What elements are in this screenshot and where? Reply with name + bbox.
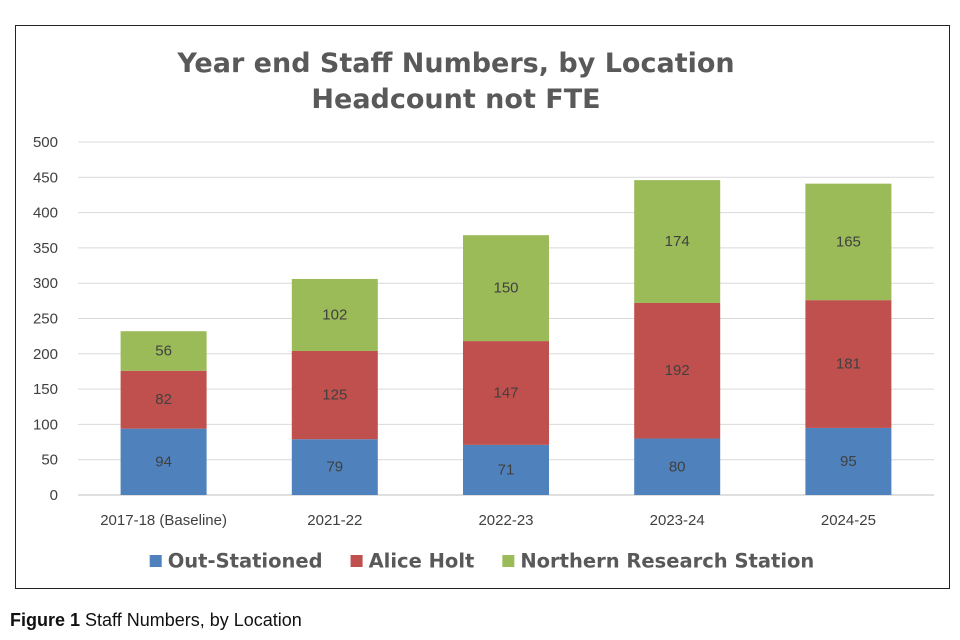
x-tick-label: 2024-25 — [821, 512, 876, 529]
legend: Out-Stationed Alice Holt Northern Research… — [149, 550, 814, 573]
legend-swatch — [149, 555, 162, 567]
data-label: 56 — [155, 342, 172, 359]
data-label: 174 — [665, 233, 690, 250]
y-tick-label: 300 — [33, 275, 58, 292]
data-label: 181 — [836, 356, 861, 373]
data-label: 79 — [326, 459, 343, 476]
figure-caption-text: Staff Numbers, by Location — [85, 610, 302, 630]
data-label: 94 — [155, 453, 172, 470]
y-tick-label: 100 — [33, 416, 58, 433]
x-tick-label: 2021-22 — [307, 512, 362, 529]
legend-swatch — [350, 555, 363, 567]
chart-title-line-1: Year end Staff Numbers, by Location — [176, 48, 734, 79]
bar-segment — [291, 278, 378, 351]
bar-segment — [463, 235, 549, 342]
legend-label: Northern Research Station — [520, 550, 814, 573]
y-tick-label: 350 — [33, 240, 58, 257]
bar-segment — [805, 183, 892, 301]
data-label: 82 — [155, 391, 172, 408]
data-label: 80 — [669, 458, 686, 475]
bar-segment — [291, 350, 378, 440]
y-tick-label: 250 — [33, 311, 58, 328]
bar-segment — [634, 438, 721, 495]
x-tick-label: 2017-18 (Baseline) — [100, 512, 227, 529]
y-tick-label: 50 — [41, 452, 58, 469]
x-tick-label: 2022-23 — [478, 512, 533, 529]
data-label: 102 — [322, 306, 347, 323]
bar-segment — [805, 300, 892, 428]
chart-title-line-2: Headcount not FTE — [311, 84, 600, 115]
y-tick-label: 500 — [33, 134, 58, 151]
x-tick-label: 2023-24 — [650, 512, 705, 529]
y-tick-label: 400 — [33, 205, 58, 222]
legend-swatch — [502, 555, 515, 567]
figure-caption: Figure 1 Staff Numbers, by Location — [10, 610, 302, 631]
bar-segment — [291, 439, 378, 495]
bar-segment — [120, 331, 207, 371]
data-label: 192 — [665, 362, 690, 379]
chart-frame: Year end Staff Numbers, by Location Head… — [15, 25, 950, 589]
bar-segment — [634, 180, 721, 303]
figure-caption-label: Figure 1 — [10, 610, 81, 630]
y-axis-ticks: 0 50 100 150 200 250 300 350 400 450 500 — [33, 134, 58, 504]
bars — [120, 180, 892, 495]
data-label: 71 — [498, 461, 515, 478]
data-label: 125 — [322, 387, 347, 404]
bar-segment — [120, 428, 207, 495]
bar-segment — [120, 370, 207, 429]
legend-label: Alice Holt — [369, 550, 475, 573]
data-label: 150 — [493, 280, 518, 297]
data-label: 165 — [836, 233, 861, 250]
x-axis-ticks: 2017-18 (Baseline) 2021-22 2022-23 2023-24 2… — [100, 512, 876, 529]
bar-segment — [805, 427, 892, 495]
y-tick-label: 0 — [50, 487, 58, 504]
y-tick-label: 150 — [33, 381, 58, 398]
bar-segment — [463, 444, 549, 495]
data-label: 147 — [493, 384, 518, 401]
y-tick-label: 200 — [33, 346, 58, 363]
chart-title: Year end Staff Numbers, by Location Head… — [176, 48, 734, 115]
y-tick-label: 450 — [33, 169, 58, 186]
data-labels: 94 82 56 79 125 102 71 147 150 80 192 174 95 181 165 — [155, 233, 861, 478]
stacked-bar-chart: Year end Staff Numbers, by Location Head… — [33, 48, 934, 573]
data-label: 95 — [840, 453, 857, 470]
legend-label: Out-Stationed — [168, 550, 323, 573]
bar-segment — [463, 341, 549, 445]
bar-segment — [634, 302, 721, 439]
